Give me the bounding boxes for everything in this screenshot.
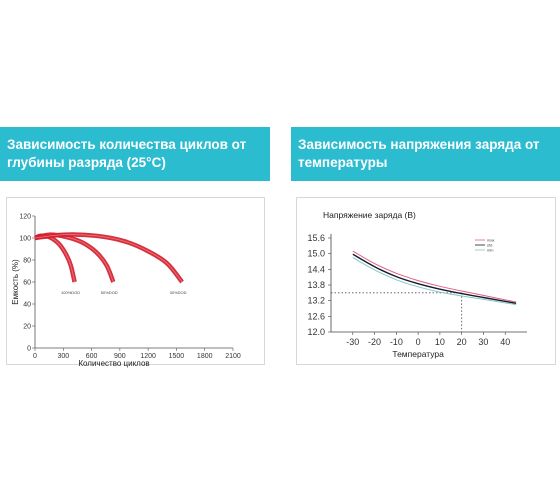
y-tick-label: 20 <box>23 324 31 331</box>
y-axis-label: Емкость (%) <box>11 259 20 305</box>
y-tick-label: 40 <box>23 302 31 309</box>
x-axis-label: Температура <box>392 349 444 359</box>
title-line-1: Зависимость напряжения заряда от <box>298 137 540 152</box>
series-label: 30%DOD <box>170 290 187 295</box>
y-tick-label: 14.4 <box>307 264 325 274</box>
x-tick-label: -30 <box>346 337 359 347</box>
charge-voltage-chart-panel: Напряжение заряда (В) 15.6 15.0 14.4 13.8 13.… <box>296 197 556 365</box>
y-tick-label: 100 <box>19 236 31 243</box>
y-tick-label: 0 <box>27 346 31 353</box>
x-tick-label: -10 <box>390 337 403 347</box>
charge-voltage-chart: Напряжение заряда (В) 15.6 15.0 14.4 13.8 13.… <box>307 210 527 359</box>
y-tick-label: 12.0 <box>307 327 325 337</box>
y-tick-label: 13.2 <box>307 296 325 306</box>
title-line-2: температуры <box>298 155 388 170</box>
y-tick-label: 60 <box>23 280 31 287</box>
legend-label-min: min <box>487 248 493 253</box>
series-label: 50%DOD <box>101 290 118 295</box>
x-tick-label: 300 <box>57 353 69 360</box>
y-tick-label: 15.6 <box>307 233 325 243</box>
chart-title: Напряжение заряда (В) <box>323 210 416 220</box>
x-tick-label: 2100 <box>225 353 241 360</box>
series-label: 100%DOD <box>61 290 80 295</box>
x-tick-label: 20 <box>457 337 467 347</box>
cycle-life-chart-title-banner: Зависимость количества циклов от глубины… <box>0 127 270 181</box>
x-tick-label: 600 <box>86 353 98 360</box>
x-axis-label: Количество циклов <box>78 359 149 368</box>
x-tick-label: 0 <box>33 353 37 360</box>
x-tick-label: 30 <box>478 337 488 347</box>
x-tick-label: 40 <box>500 337 510 347</box>
series-line-1 <box>352 250 517 303</box>
cycle-life-chart-panel: 0 20 40 60 80 100 120 0 300 600 900 1200 1500 1800 210… <box>6 197 265 369</box>
charge-voltage-chart-title-banner: Зависимость напряжения заряда от темпера… <box>291 127 560 181</box>
legend-label-max: max <box>487 238 495 243</box>
y-tick-label: 13.8 <box>307 280 325 290</box>
series-line-3 <box>352 257 517 306</box>
x-tick-label: -20 <box>368 337 381 347</box>
title-line-2: глубины разряда (25°С) <box>7 155 166 170</box>
x-tick-label: 1200 <box>140 353 156 360</box>
x-tick-label: 1500 <box>169 353 185 360</box>
x-tick-label: 1800 <box>197 353 213 360</box>
series-curve-highlight-3 <box>34 234 183 283</box>
series-line-2 <box>352 253 517 304</box>
y-tick-label: 80 <box>23 258 31 265</box>
title-line-1: Зависимость количества циклов от <box>7 137 247 152</box>
legend-label-std: std <box>487 243 492 248</box>
y-tick-label: 120 <box>19 214 31 221</box>
x-tick-label: 10 <box>435 337 445 347</box>
x-tick-label: 0 <box>416 337 421 347</box>
x-tick-label: 900 <box>114 353 126 360</box>
y-tick-label: 12.6 <box>307 311 325 321</box>
y-tick-label: 15.0 <box>307 249 325 259</box>
